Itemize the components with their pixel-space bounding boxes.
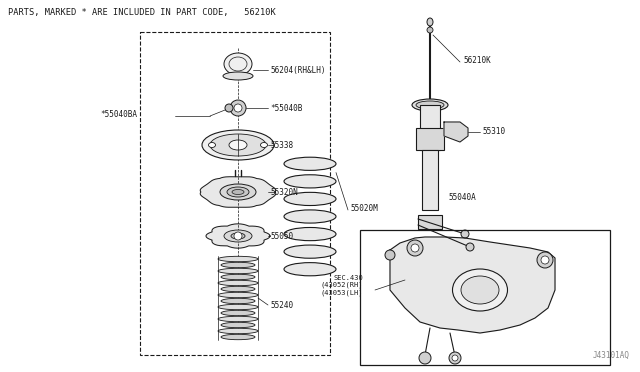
Polygon shape <box>444 122 468 142</box>
Circle shape <box>234 104 242 112</box>
Text: 55240: 55240 <box>270 301 293 310</box>
Ellipse shape <box>220 184 256 200</box>
Polygon shape <box>230 109 234 110</box>
Ellipse shape <box>218 268 258 274</box>
Circle shape <box>407 240 423 256</box>
Polygon shape <box>390 237 555 333</box>
Ellipse shape <box>260 142 268 148</box>
Text: PARTS, MARKED * ARE INCLUDED IN PART CODE,   56210K: PARTS, MARKED * ARE INCLUDED IN PART COD… <box>8 8 276 17</box>
Text: *55040B: *55040B <box>270 103 302 112</box>
Polygon shape <box>233 104 236 106</box>
Ellipse shape <box>229 57 247 71</box>
Ellipse shape <box>221 274 255 280</box>
Bar <box>140 32 330 355</box>
Ellipse shape <box>202 130 274 160</box>
Text: *55040BA: *55040BA <box>100 109 137 119</box>
Ellipse shape <box>221 298 255 304</box>
Ellipse shape <box>224 230 252 242</box>
Ellipse shape <box>223 72 253 80</box>
Text: 55320N: 55320N <box>270 187 298 196</box>
Ellipse shape <box>218 328 258 334</box>
Ellipse shape <box>284 245 336 258</box>
Bar <box>422 150 438 210</box>
Ellipse shape <box>229 140 247 150</box>
Ellipse shape <box>210 134 266 156</box>
Ellipse shape <box>218 256 258 262</box>
Circle shape <box>225 104 233 112</box>
Circle shape <box>461 230 469 238</box>
Circle shape <box>234 232 242 240</box>
Text: SEC.430
(43052(RH)
(43053(LH): SEC.430 (43052(RH) (43053(LH) <box>321 275 363 295</box>
Bar <box>418 215 442 229</box>
Ellipse shape <box>221 322 255 328</box>
Polygon shape <box>242 109 245 110</box>
Ellipse shape <box>209 142 216 148</box>
Polygon shape <box>200 177 276 207</box>
Ellipse shape <box>218 304 258 310</box>
Text: 55338: 55338 <box>270 141 293 150</box>
Text: J43101AQ: J43101AQ <box>593 351 630 360</box>
Ellipse shape <box>221 334 255 340</box>
Polygon shape <box>240 110 243 112</box>
Circle shape <box>230 100 246 116</box>
Text: 55050: 55050 <box>270 231 293 241</box>
Bar <box>416 128 444 150</box>
Text: 55310: 55310 <box>482 126 505 135</box>
Circle shape <box>537 252 553 268</box>
Ellipse shape <box>427 18 433 26</box>
Circle shape <box>427 27 433 33</box>
Ellipse shape <box>412 99 448 111</box>
Ellipse shape <box>284 175 336 188</box>
Circle shape <box>466 243 474 251</box>
Text: 56204(RH&LH): 56204(RH&LH) <box>270 65 326 74</box>
Ellipse shape <box>227 187 249 197</box>
Circle shape <box>411 244 419 252</box>
Polygon shape <box>237 104 239 106</box>
Circle shape <box>452 355 458 361</box>
Ellipse shape <box>284 263 336 276</box>
Ellipse shape <box>284 192 336 205</box>
Circle shape <box>449 352 461 364</box>
Ellipse shape <box>416 101 444 109</box>
Ellipse shape <box>221 310 255 316</box>
Polygon shape <box>233 110 236 112</box>
Bar <box>360 230 610 365</box>
Bar <box>420 105 440 150</box>
Polygon shape <box>240 104 243 106</box>
Circle shape <box>541 256 549 264</box>
Ellipse shape <box>284 157 336 170</box>
Polygon shape <box>237 110 239 112</box>
Text: 55040A: 55040A <box>448 193 476 202</box>
Polygon shape <box>242 106 245 107</box>
Circle shape <box>419 352 431 364</box>
Circle shape <box>385 250 395 260</box>
Ellipse shape <box>218 292 258 298</box>
Ellipse shape <box>452 269 508 311</box>
Text: 55020M: 55020M <box>350 203 378 212</box>
Ellipse shape <box>284 210 336 223</box>
Ellipse shape <box>224 53 252 75</box>
Ellipse shape <box>221 286 255 292</box>
Ellipse shape <box>284 228 336 241</box>
Ellipse shape <box>218 316 258 322</box>
Polygon shape <box>230 106 234 107</box>
Ellipse shape <box>218 280 258 286</box>
Text: 56210K: 56210K <box>463 55 491 64</box>
Ellipse shape <box>221 262 255 268</box>
Polygon shape <box>243 108 246 109</box>
Polygon shape <box>206 224 270 248</box>
Polygon shape <box>230 108 233 109</box>
Ellipse shape <box>232 189 244 195</box>
Ellipse shape <box>231 233 245 239</box>
Ellipse shape <box>461 276 499 304</box>
